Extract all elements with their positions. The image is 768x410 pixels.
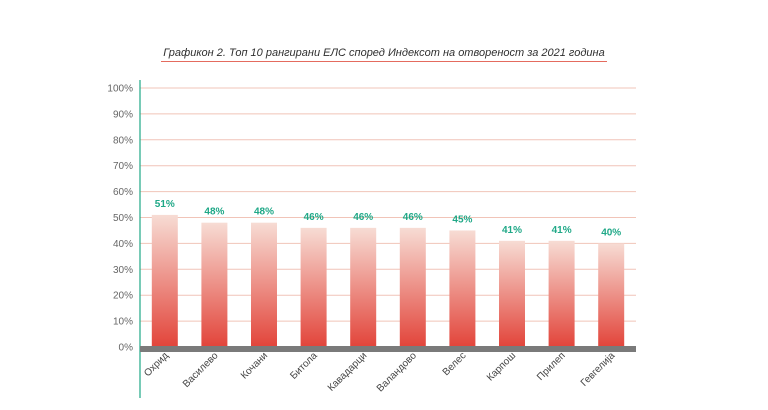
x-tick-label: Велес (441, 350, 469, 378)
bar (350, 227, 377, 347)
bar (300, 227, 327, 347)
y-tick-label: 50% (113, 213, 133, 224)
bar (251, 222, 277, 347)
data-label: 41% (502, 225, 522, 236)
x-tick-label: Кочани (239, 350, 270, 381)
y-tick-label: 100% (107, 84, 133, 95)
y-tick-label: 90% (113, 109, 133, 120)
bar (449, 230, 476, 347)
x-tick-label: Кавадарци (326, 350, 369, 393)
x-tick-label: Василево (181, 350, 221, 390)
x-tick-label: Карпош (485, 350, 518, 383)
data-label: 48% (254, 207, 274, 218)
x-axis-baseline (140, 346, 636, 352)
data-label: 46% (403, 212, 423, 223)
data-label: 48% (204, 207, 224, 218)
bar (201, 222, 228, 347)
bar (598, 243, 625, 347)
x-tick-label: Битола (288, 350, 320, 382)
bar (548, 240, 575, 347)
y-tick-label: 30% (113, 265, 133, 276)
bar (399, 227, 426, 347)
x-tick-label: Охрид (142, 350, 171, 379)
x-tick-label: Прилеп (535, 350, 568, 383)
x-tick-label: Валандово (375, 350, 419, 394)
chart-title: Графикон 2. Топ 10 рангирани ЕЛС според … (0, 47, 768, 62)
data-label: 45% (452, 214, 472, 225)
data-label: 40% (601, 227, 621, 238)
bar (151, 214, 178, 347)
data-label: 46% (304, 212, 324, 223)
y-tick-label: 60% (113, 187, 133, 198)
bar (499, 240, 525, 347)
data-label: 51% (155, 199, 175, 210)
y-tick-label: 20% (113, 291, 133, 302)
y-tick-label: 70% (113, 161, 133, 172)
y-tick-label: 80% (113, 135, 133, 146)
data-label: 41% (552, 225, 572, 236)
data-label: 46% (353, 212, 373, 223)
x-tick-label: Гевгелија (579, 350, 618, 389)
chart-title-text: Графикон 2. Топ 10 рангирани ЕЛС според … (161, 47, 607, 62)
y-tick-label: 40% (113, 239, 133, 250)
y-tick-label: 10% (113, 317, 133, 328)
y-tick-label: 0% (119, 343, 134, 354)
